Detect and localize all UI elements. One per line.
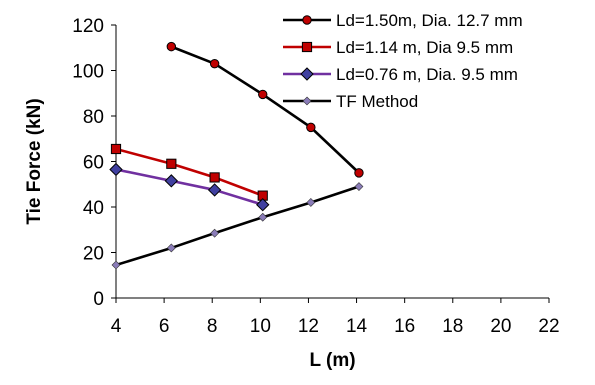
legend-entry: Ld=0.76 m, Dia. 9.5 mm [283, 65, 518, 84]
data-point-square [110, 143, 122, 155]
data-point-small-diamond [306, 198, 316, 207]
y-axis-title: Tie Force (kN) [24, 98, 45, 224]
x-tick-label: 22 [538, 316, 559, 337]
x-tick-label: 18 [442, 316, 463, 337]
x-tick-label: 16 [394, 316, 415, 337]
x-tick-label: 8 [207, 316, 218, 337]
series-4 [111, 182, 364, 270]
legend: Ld=1.50m, Dia. 12.7 mm Ld=1.14 m, Dia 9.5… [283, 11, 523, 111]
series-2 [110, 143, 268, 201]
data-point-small-diamond [166, 243, 176, 253]
legend-label: Ld=0.76 m, Dia. 9.5 mm [336, 65, 518, 84]
data-point-circle [306, 122, 316, 133]
series-line [115, 168, 264, 206]
legend-entry: Ld=1.14 m, Dia 9.5 mm [283, 38, 513, 57]
legend-label: TF Method [336, 92, 418, 111]
x-tick-label: 10 [250, 316, 271, 337]
series-line [115, 185, 360, 267]
data-point-square [166, 158, 177, 169]
y-tick-label: 20 [83, 244, 104, 265]
data-point-small-diamond [354, 182, 364, 191]
series-3 [109, 162, 270, 212]
data-point-diamond [256, 198, 270, 212]
data-point-square [301, 41, 313, 53]
data-point-diamond [207, 183, 222, 197]
x-tick-label: 12 [298, 316, 319, 337]
data-point-circle [258, 89, 268, 100]
x-tick-label: 4 [111, 316, 122, 337]
data-point-circle [354, 168, 364, 178]
data-point-circle [302, 15, 312, 25]
y-tick-label: 100 [72, 62, 104, 83]
x-tick-label: 14 [346, 316, 368, 337]
legend-entry: TF Method [283, 92, 418, 111]
y-tick-label: 60 [83, 153, 104, 174]
x-axis-ticks: 4 6 8 10 12 14 16 18 20 22 [111, 298, 560, 337]
x-tick-label: 20 [490, 316, 511, 337]
y-tick-label: 40 [83, 198, 104, 219]
data-point-square [209, 172, 220, 183]
y-tick-label: 120 [72, 16, 104, 37]
legend-entry: Ld=1.50m, Dia. 12.7 mm [283, 11, 523, 30]
data-point-small-diamond [302, 96, 312, 106]
y-tick-label: 0 [93, 289, 104, 310]
data-point-diamond [109, 162, 123, 177]
data-point-diamond [164, 174, 179, 188]
data-point-circle [209, 58, 220, 69]
x-axis-title: L (m) [309, 350, 355, 371]
series-layer [109, 41, 364, 270]
y-tick-label: 80 [83, 107, 104, 128]
data-point-diamond [300, 67, 314, 81]
data-point-circle [166, 41, 177, 52]
series-line [170, 45, 360, 174]
series-1 [166, 41, 364, 178]
legend-label: Ld=1.50m, Dia. 12.7 mm [336, 11, 523, 30]
data-point-small-diamond [111, 260, 121, 270]
data-point-small-diamond [258, 212, 268, 222]
legend-label: Ld=1.14 m, Dia 9.5 mm [336, 38, 513, 57]
y-axis-ticks: 0 20 40 60 80 100 120 [72, 16, 116, 310]
x-tick-label: 6 [159, 316, 170, 337]
series-line [115, 147, 264, 197]
data-point-small-diamond [210, 228, 220, 238]
